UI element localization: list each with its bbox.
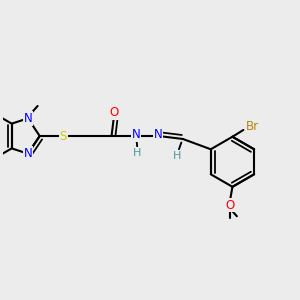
- Text: N: N: [23, 112, 32, 125]
- Text: O: O: [225, 199, 234, 212]
- Text: S: S: [60, 130, 67, 142]
- Text: Br: Br: [246, 120, 259, 133]
- Text: N: N: [23, 147, 32, 160]
- Text: H: H: [133, 148, 141, 158]
- Text: O: O: [109, 106, 119, 119]
- Text: H: H: [173, 151, 182, 161]
- Text: N: N: [132, 128, 140, 141]
- Text: N: N: [154, 128, 162, 141]
